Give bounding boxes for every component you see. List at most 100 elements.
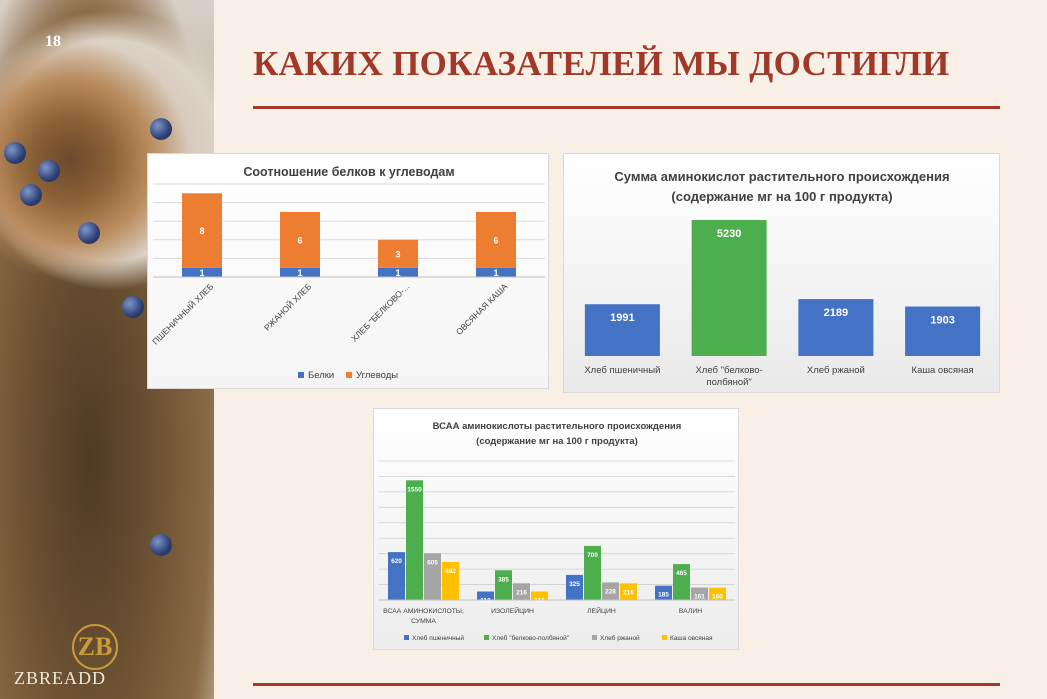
chart1-category-label: РЖАНОЙ ХЛЕБ — [261, 280, 313, 332]
chart1-category-label: ХЛЕБ "БЕЛКОВО-... — [349, 281, 411, 343]
chart3-bar — [673, 564, 690, 600]
chart1-data-label: 6 — [297, 235, 302, 245]
chart2-bar — [798, 299, 874, 356]
chart1-data-label: 1 — [297, 268, 302, 278]
chart-protein-carbs: Соотношение белков к углеводам 1 8 ПШЕНИЧНЫ… — [147, 153, 549, 389]
chart1-bar-carbs — [476, 211, 516, 268]
chart3-data-label: 161 — [694, 594, 705, 601]
chart3-bar — [531, 591, 548, 600]
chart3-category-label: ВСАА АМИНОКИСЛОТЫ, — [383, 608, 464, 615]
chart1-data-label: 8 — [199, 226, 204, 236]
chart3-bar — [691, 587, 708, 600]
chart2-bar — [584, 304, 660, 356]
chart3-data-label: 216 — [516, 589, 527, 596]
blueberry-decoration — [4, 142, 26, 164]
chart1-data-label: 1 — [199, 268, 204, 278]
chart2-bar — [905, 306, 981, 356]
chart1-legend-label: Белки — [308, 370, 334, 381]
chart3-legend-swatch — [484, 635, 489, 640]
chart3-legend-label: Хлеб ржаной — [600, 634, 640, 642]
chart3-category-label: ВАЛИН — [679, 608, 702, 615]
chart3-bar — [406, 480, 423, 600]
chart3-category-label: ЛЕЙЦИН — [587, 606, 616, 615]
chart1-category-label: ПШЕНИЧНЫЙ ХЛЕБ — [150, 280, 216, 346]
chart3-bar — [513, 583, 530, 600]
chart3-data-label: 465 — [676, 570, 687, 577]
title-divider — [253, 106, 1000, 109]
chart3-data-label: 160 — [712, 594, 723, 601]
chart3-legend-label: Хлеб пшеничный — [412, 634, 464, 642]
chart3-bar — [566, 574, 583, 600]
chart1-bar-carbs — [378, 239, 418, 268]
chart2-category-label: Хлеб пшеничный — [584, 365, 660, 376]
chart2-category-label: Хлеб ржаной — [807, 365, 865, 376]
chart3-data-label: 385 — [498, 576, 509, 583]
chart2-data-label: 2189 — [824, 307, 848, 319]
chart1-bar-carbs — [280, 211, 320, 268]
chart3-data-label: 700 — [587, 552, 598, 559]
blueberry-decoration — [20, 184, 42, 206]
chart2-title: (содержание мг на 100 г продукта) — [671, 189, 892, 204]
chart3-legend-label: Хлеб "белково-полбяной" — [492, 634, 570, 642]
chart2-category-label: полбяной" — [706, 377, 751, 388]
chart3-data-label: 228 — [605, 588, 616, 595]
chart3-data-label: 110 — [534, 598, 545, 605]
chart2-bar — [691, 220, 767, 356]
chart-amino-sum: Сумма аминокислот растительного происхож… — [563, 153, 1000, 393]
chart3-data-label: 605 — [427, 559, 438, 566]
blueberry-decoration — [122, 296, 144, 318]
chart1-legend-swatch — [298, 372, 304, 378]
chart3-data-label: 620 — [391, 558, 402, 565]
chart3-bar — [584, 545, 601, 600]
chart3-data-label: 1550 — [407, 486, 422, 493]
chart1-bar-protein — [280, 267, 320, 277]
chart1-legend-swatch — [346, 372, 352, 378]
chart1-bar-protein — [182, 267, 222, 277]
chart1-data-label: 3 — [395, 249, 400, 259]
chart3-legend-swatch — [662, 635, 667, 640]
chart3-legend-swatch — [592, 635, 597, 640]
chart3-bar — [388, 552, 405, 600]
chart3-bar — [709, 587, 726, 600]
chart3-category-label: ИЗОЛЕЙЦИН — [491, 606, 534, 615]
chart3-data-label: 492 — [445, 568, 456, 575]
chart1-svg: Соотношение белков к углеводам 1 8 ПШЕНИЧНЫ… — [150, 165, 545, 381]
chart2-data-label: 1903 — [930, 315, 954, 327]
chart1-data-label: 1 — [493, 268, 498, 278]
chart1-bar-protein — [476, 267, 516, 277]
chart1-data-label: 1 — [395, 268, 400, 278]
chart3-legend-label: Каша овсяная — [670, 635, 713, 642]
logo-mark-icon: ZB — [72, 624, 118, 670]
chart2-category-label: Хлеб "белково- — [695, 365, 762, 376]
chart1-data-label: 6 — [493, 235, 498, 245]
chart3-title: ВСАА аминокислоты растительного происхож… — [433, 421, 682, 432]
blueberry-decoration — [150, 534, 172, 556]
footer-divider — [253, 683, 1000, 686]
chart3-bar — [424, 553, 441, 600]
chart3-category-label: СУММА — [411, 618, 436, 625]
chart3-svg: ВСАА аминокислоты растительного происхож… — [379, 421, 735, 642]
chart1-bar-carbs — [182, 193, 222, 268]
brand-logo: ZB ZBREADD — [14, 620, 184, 690]
blueberry-decoration — [150, 118, 172, 140]
chart3-data-label: 216 — [623, 589, 634, 596]
logo-text: ZBREADD — [14, 668, 106, 688]
chart3-bar — [495, 570, 512, 600]
page-number: 18 — [45, 33, 61, 50]
chart3-title: (содержание мг на 100 г продукта) — [476, 436, 638, 447]
chart3-bar — [655, 585, 672, 600]
chart1-legend-label: Углеводы — [356, 370, 398, 381]
chart3-data-label: 110 — [480, 598, 491, 605]
chart2-category-label: Каша овсяная — [912, 365, 974, 376]
blueberry-decoration — [78, 222, 100, 244]
chart3-data-label: 185 — [658, 592, 669, 599]
chart3-bar — [620, 583, 637, 600]
slide-title: КАКИХ ПОКАЗАТЕЛЕЙ МЫ ДОСТИГЛИ — [253, 44, 950, 83]
chart3-data-label: 325 — [569, 581, 580, 588]
chart1-title: Соотношение белков к углеводам — [243, 165, 454, 179]
chart3-bar — [442, 562, 459, 600]
chart-bcaa: ВСАА аминокислоты растительного происхож… — [373, 408, 739, 650]
chart2-data-label: 1991 — [610, 312, 634, 324]
chart3-bar — [477, 591, 494, 600]
chart1-category-label: ОВСЯНАЯ КАША — [454, 281, 510, 337]
